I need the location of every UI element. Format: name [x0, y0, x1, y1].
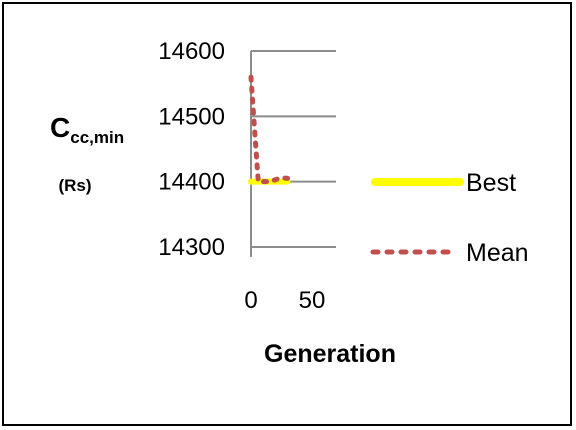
x-axis-label: Generation — [264, 340, 396, 368]
legend-best-label: Best — [466, 169, 516, 197]
y-axis-unit: (Rs) — [58, 176, 91, 195]
legend-mean-label: Mean — [466, 239, 529, 267]
y-tick-label: 14400 — [158, 169, 225, 196]
x-tick-label: 50 — [299, 287, 326, 314]
legend: Best Mean — [370, 169, 529, 267]
y-tick-label: 14600 — [158, 38, 225, 65]
x-tick-label: 0 — [244, 287, 257, 314]
chart-frame — [2, 2, 572, 426]
y-axis-label: Ccc,min — [50, 112, 124, 147]
y-tick-label: 14300 — [158, 234, 225, 261]
series-line-mean — [248, 74, 291, 185]
y-tick-label: 14500 — [158, 103, 225, 130]
